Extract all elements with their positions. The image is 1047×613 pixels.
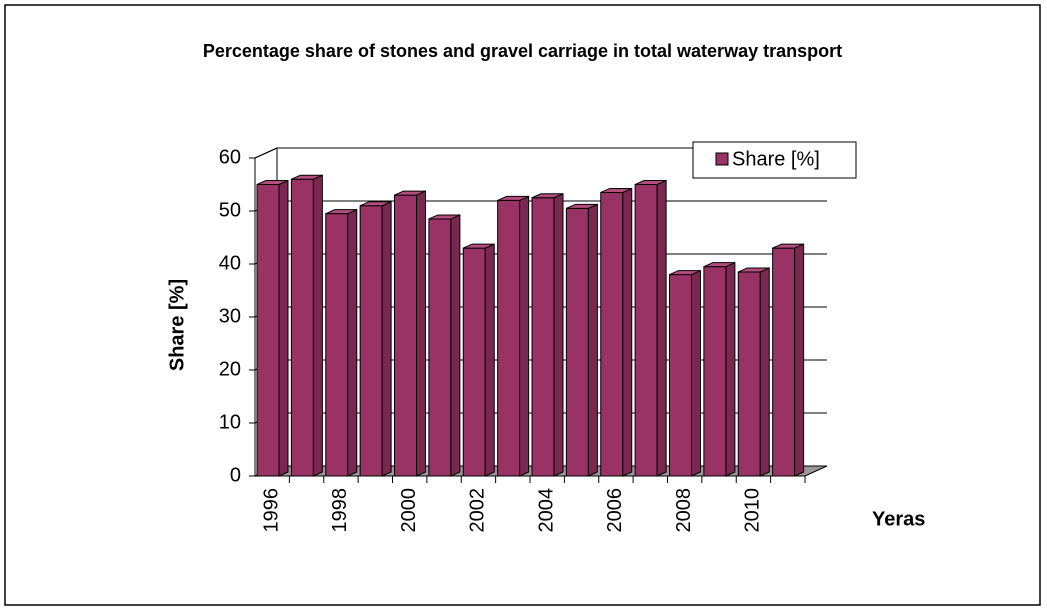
x-tick-label: 2004 xyxy=(535,488,557,533)
bar-front xyxy=(634,184,658,477)
bar-front xyxy=(703,266,727,477)
bar-side xyxy=(278,179,289,477)
plot: 0 10 20 30 40 50 60 1996 1998 2000 2002 2004 2006 200… xyxy=(219,146,828,533)
bar-front xyxy=(772,247,796,477)
bar-front xyxy=(462,247,486,477)
bar-front xyxy=(394,194,417,477)
bar-top xyxy=(703,262,736,268)
x-tick-label: 1998 xyxy=(329,488,351,533)
bar-top xyxy=(291,174,323,180)
x-tick-label: 2006 xyxy=(604,488,626,533)
legend-label: Share [%] xyxy=(732,148,820,170)
bar-side xyxy=(656,179,667,477)
bar-side xyxy=(347,208,358,477)
bar-front xyxy=(428,218,452,477)
bar-top xyxy=(634,180,667,185)
bar-front xyxy=(325,213,349,477)
y-tick-label: 20 xyxy=(219,358,241,380)
bar-side xyxy=(381,200,392,477)
y-tick-label: 50 xyxy=(219,199,241,221)
bar-side xyxy=(794,243,805,477)
chart-title: Percentage share of stones and gravel ca… xyxy=(202,41,843,61)
x-tick-label: 2002 xyxy=(467,488,489,533)
y-tick-label: 60 xyxy=(219,146,241,168)
bar-top xyxy=(428,214,461,220)
y-tick-label: 40 xyxy=(219,252,241,274)
x-tick-label: 1996 xyxy=(260,488,282,533)
bar-front xyxy=(737,271,761,477)
bar-top xyxy=(600,187,632,193)
bar-front xyxy=(565,207,589,477)
bar-front xyxy=(290,178,314,477)
bar-front xyxy=(669,274,692,477)
bar-top xyxy=(394,190,426,196)
bar-top xyxy=(772,243,804,249)
legend-swatch xyxy=(715,152,729,166)
bar-top xyxy=(497,195,529,201)
bar-side xyxy=(725,261,736,477)
bar-side xyxy=(484,243,495,477)
x-axis-title: Yeras xyxy=(872,508,925,530)
x-tick-label: 2008 xyxy=(673,488,695,533)
bar-top xyxy=(566,203,598,209)
bar-front xyxy=(359,205,383,477)
x-tick-label: 2010 xyxy=(742,488,764,533)
bar-side xyxy=(416,190,426,477)
bar-top xyxy=(669,270,701,276)
y-tick-label: 30 xyxy=(219,305,241,327)
bar-side xyxy=(312,174,323,477)
y-tick-label: 10 xyxy=(219,411,241,433)
bar-side xyxy=(622,187,633,477)
y-axis-title: Share [%] xyxy=(166,279,188,371)
bar-front xyxy=(600,191,624,477)
bar-top xyxy=(463,243,495,249)
bar-front xyxy=(531,197,555,477)
bar-side xyxy=(587,203,598,477)
bar-top xyxy=(325,209,357,215)
bar-top xyxy=(738,267,770,273)
bar-top xyxy=(531,193,564,199)
bar-side xyxy=(519,195,530,477)
bar-top xyxy=(256,180,289,185)
bar-side xyxy=(450,214,461,477)
x-tick-label: 2000 xyxy=(398,488,420,533)
grid-line xyxy=(254,147,278,159)
y-tick-label: 0 xyxy=(230,464,241,486)
bar-front xyxy=(256,184,280,477)
bar-side xyxy=(759,267,770,477)
bar-front xyxy=(497,199,521,477)
bar-top xyxy=(359,201,392,207)
bar-side xyxy=(691,269,701,477)
bar-side xyxy=(553,192,564,477)
